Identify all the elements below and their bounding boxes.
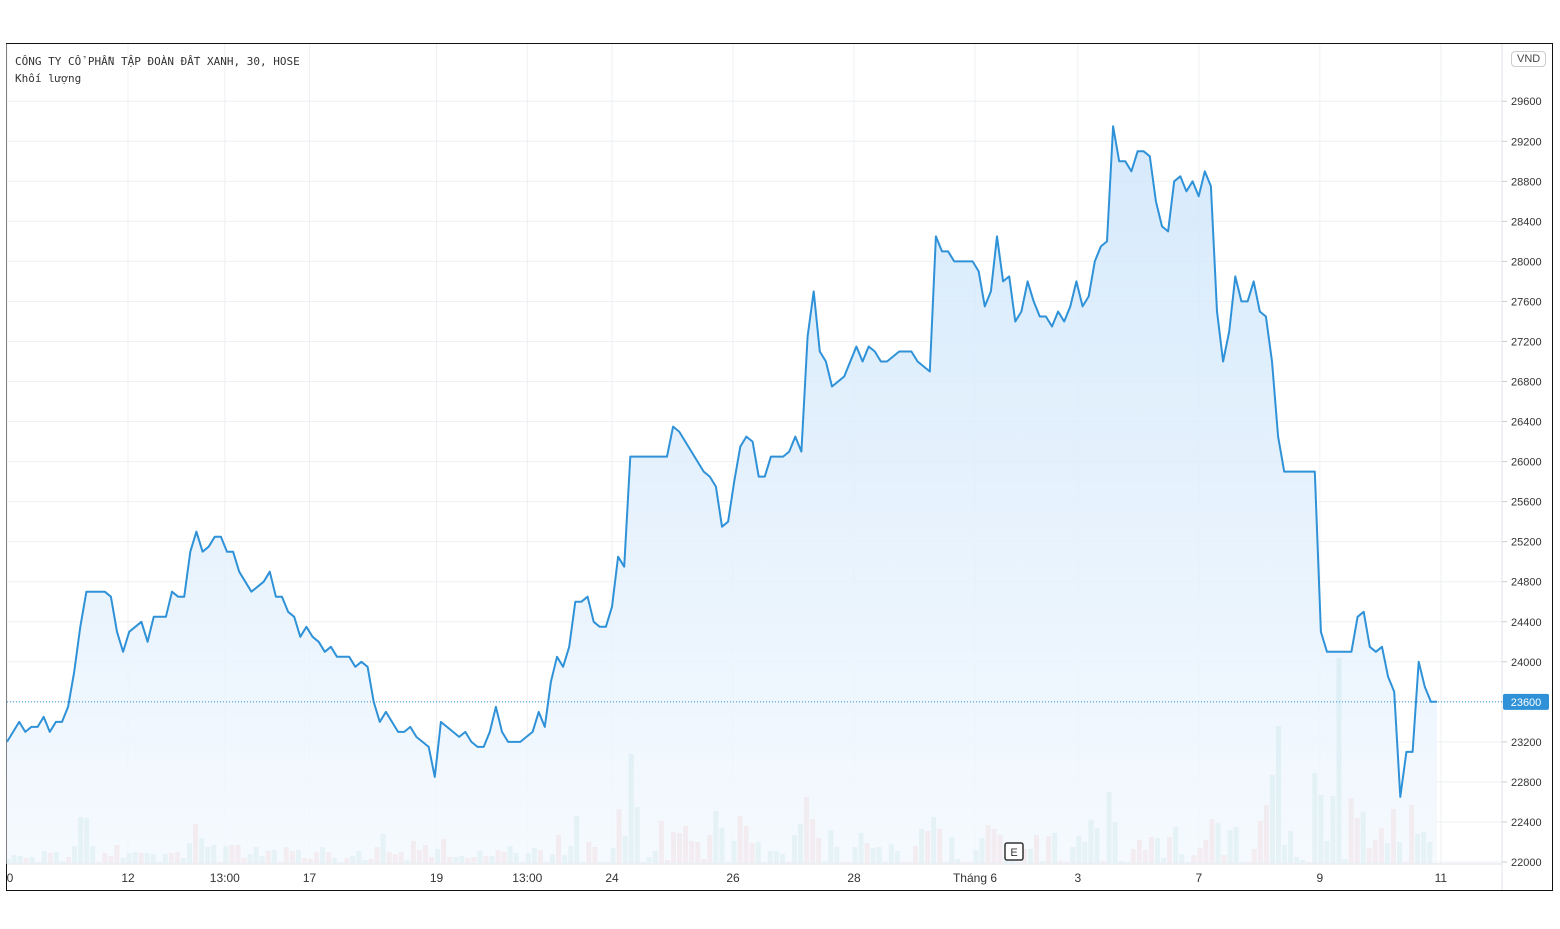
- currency-button[interactable]: VND: [1511, 51, 1547, 67]
- price-tick-label: 29200: [1511, 136, 1542, 148]
- time-tick-label: 19: [430, 871, 444, 885]
- price-tick-label: 24400: [1511, 617, 1542, 629]
- price-tick-label: 26000: [1511, 457, 1542, 469]
- price-tick-label: 26400: [1511, 417, 1542, 429]
- time-tick-label: 3: [1075, 871, 1082, 885]
- event-marker[interactable]: E: [1004, 842, 1024, 861]
- price-tick-label: 29600: [1511, 96, 1542, 108]
- time-tick-label: 28: [847, 871, 861, 885]
- price-tick-label: 28800: [1511, 176, 1542, 188]
- event-marker-label: E: [1010, 847, 1017, 859]
- time-tick-label: 11: [1435, 871, 1448, 885]
- price-tick-label: 25200: [1511, 537, 1542, 549]
- time-tick-label: 9: [1317, 871, 1324, 885]
- time-tick-label: 26: [726, 871, 740, 885]
- price-tick-label: 27200: [1511, 336, 1542, 348]
- last-price-marker: 23600: [7, 693, 1549, 710]
- last-price-badge: [1503, 693, 1549, 710]
- time-tick-label: Tháng 6: [953, 871, 997, 885]
- price-tick-label: 22000: [1511, 857, 1542, 869]
- symbol-title: CÔNG TY CỔ PHẦN TẬP ĐOÀN ĐẤT XANH, 30, H…: [15, 55, 300, 68]
- price-tick-label: 27600: [1511, 296, 1542, 308]
- price-tick-label: 24800: [1511, 577, 1542, 589]
- time-axis[interactable]: 0 12 13:00 17 19 13:00 24 26 28 Tháng 6 3 7 9 11: [7, 871, 1448, 885]
- price-tick-label: 24000: [1511, 657, 1542, 669]
- time-tick-label: 0: [7, 871, 14, 885]
- price-tick-label: 28000: [1511, 256, 1542, 268]
- price-tick-label: 28400: [1511, 216, 1542, 228]
- price-axis[interactable]: 22000 22400 22800 23200 24000 24400 24800 25200…: [1502, 96, 1542, 869]
- time-tick-label: 24: [605, 871, 619, 885]
- time-tick-label: 13:00: [512, 871, 542, 885]
- price-tick-label: 22800: [1511, 777, 1542, 789]
- last-price-label: 23600: [1511, 697, 1542, 709]
- volume-legend: Khối lượng: [15, 72, 82, 85]
- price-area-fill: [7, 126, 1437, 864]
- price-line: [7, 125, 1437, 798]
- price-tick-label: 25600: [1511, 497, 1542, 509]
- price-tick-label: 26800: [1511, 377, 1542, 389]
- time-tick-label: 12: [121, 871, 135, 885]
- time-tick-label: 13:00: [210, 871, 240, 885]
- price-tick-label: 22400: [1511, 817, 1542, 829]
- price-tick-label: 23200: [1511, 737, 1542, 749]
- time-tick-label: 7: [1196, 871, 1203, 885]
- time-tick-label: 17: [303, 871, 317, 885]
